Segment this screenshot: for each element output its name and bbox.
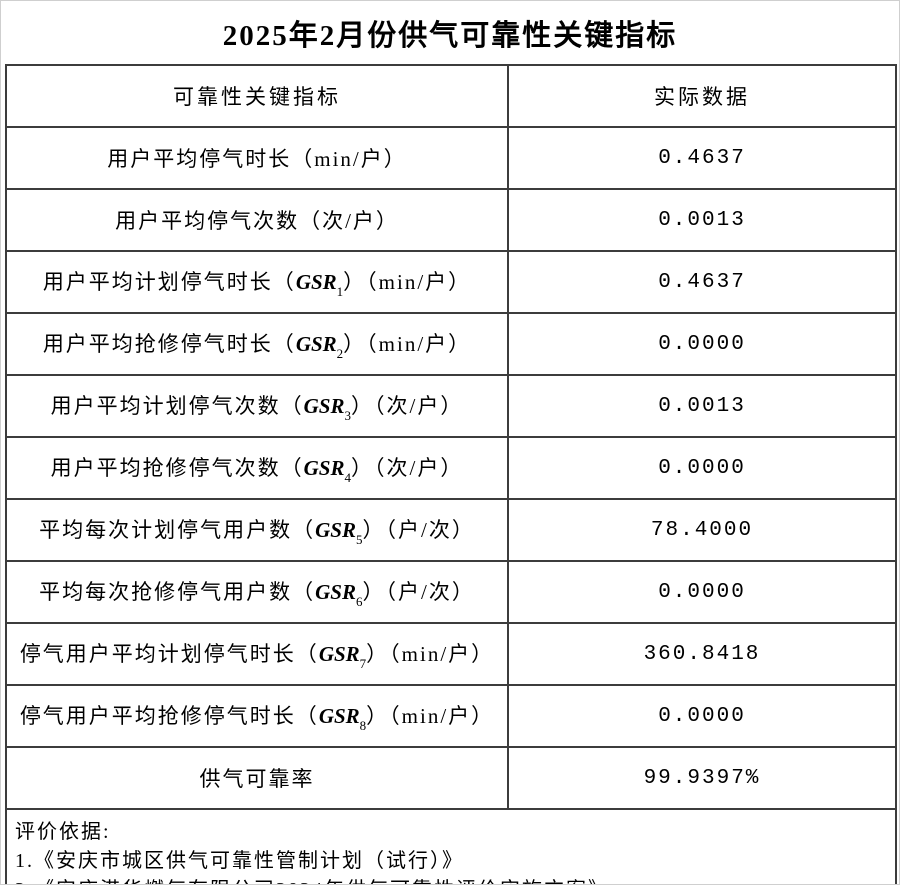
indicator-row: 停气用户平均计划停气时长（GSR7）（min/户） 360.8418 — [5, 622, 897, 686]
evaluation-basis-heading: 评价依据: — [15, 820, 111, 843]
header-row: 可靠性关键指标 实际数据 — [5, 64, 897, 128]
indicator-row: 用户平均计划停气次数（GSR3）（次/户） 0.0013 — [5, 374, 897, 438]
indicator-value: 0.0000 — [507, 436, 897, 500]
indicator-row: 用户平均抢修停气次数（GSR4）（次/户） 0.0000 — [5, 436, 897, 500]
indicator-row: 用户平均停气次数（次/户） 0.0013 — [5, 188, 897, 252]
indicator-row: 用户平均抢修停气时长（GSR2）（min/户） 0.0000 — [5, 312, 897, 376]
evaluation-basis-cell: 评价依据: 1.《安庆市城区供气可靠性管制计划（试行）》 2.《安庆港华燃气有限… — [5, 808, 897, 885]
indicator-value: 0.0000 — [507, 684, 897, 748]
evaluation-basis-item-1: 1.《安庆市城区供气可靠性管制计划（试行）》 — [15, 849, 464, 872]
indicator-value: 0.4637 — [507, 126, 897, 190]
indicator-value: 360.8418 — [507, 622, 897, 686]
table-body: 用户平均停气时长（min/户） 0.4637 用户平均停气次数（次/户） 0.0… — [5, 126, 897, 810]
indicator-value: 78.4000 — [507, 498, 897, 562]
indicator-row: 平均每次计划停气用户数（GSR5）（户/次） 78.4000 — [5, 498, 897, 562]
indicator-row: 平均每次抢修停气用户数（GSR6）（户/次） 0.0000 — [5, 560, 897, 624]
indicator-value: 0.0000 — [507, 560, 897, 624]
indicator-value: 0.0013 — [507, 188, 897, 252]
indicator-label: 平均每次抢修停气用户数（GSR6）（户/次） — [5, 560, 509, 624]
indicator-label: 用户平均停气时长（min/户） — [5, 126, 509, 190]
indicator-label: 用户平均抢修停气次数（GSR4）（次/户） — [5, 436, 509, 500]
indicator-value: 0.4637 — [507, 250, 897, 314]
indicator-label: 用户平均抢修停气时长（GSR2）（min/户） — [5, 312, 509, 376]
indicator-row: 用户平均计划停气时长（GSR1）（min/户） 0.4637 — [5, 250, 897, 314]
indicator-table: 可靠性关键指标 实际数据 用户平均停气时长（min/户） 0.4637 用户平均… — [5, 64, 897, 885]
indicator-value: 0.0013 — [507, 374, 897, 438]
indicator-label: 用户平均计划停气次数（GSR3）（次/户） — [5, 374, 509, 438]
column-header-indicator: 可靠性关键指标 — [5, 64, 509, 128]
page-title: 2025年2月份供气可靠性关键指标 — [222, 19, 678, 52]
indicator-value: 0.0000 — [507, 312, 897, 376]
indicator-label: 供气可靠率 — [5, 746, 509, 810]
column-header-actual-data: 实际数据 — [507, 64, 897, 128]
evaluation-basis-item-2: 2.《安庆港华燃气有限公司2024年供气可靠性评价实施方案》 — [15, 876, 887, 885]
footer-row: 评价依据: 1.《安庆市城区供气可靠性管制计划（试行）》 2.《安庆港华燃气有限… — [5, 808, 897, 885]
indicator-label: 停气用户平均抢修停气时长（GSR8）（min/户） — [5, 684, 509, 748]
indicator-label: 用户平均停气次数（次/户） — [5, 188, 509, 252]
indicator-row: 停气用户平均抢修停气时长（GSR8）（min/户） 0.0000 — [5, 684, 897, 748]
indicator-row: 用户平均停气时长（min/户） 0.4637 — [5, 126, 897, 190]
indicator-label: 平均每次计划停气用户数（GSR5）（户/次） — [5, 498, 509, 562]
indicator-row: 供气可靠率 99.9397% — [5, 746, 897, 810]
indicator-label: 停气用户平均计划停气时长（GSR7）（min/户） — [5, 622, 509, 686]
indicator-label: 用户平均计划停气时长（GSR1）（min/户） — [5, 250, 509, 314]
indicator-value: 99.9397% — [507, 746, 897, 810]
